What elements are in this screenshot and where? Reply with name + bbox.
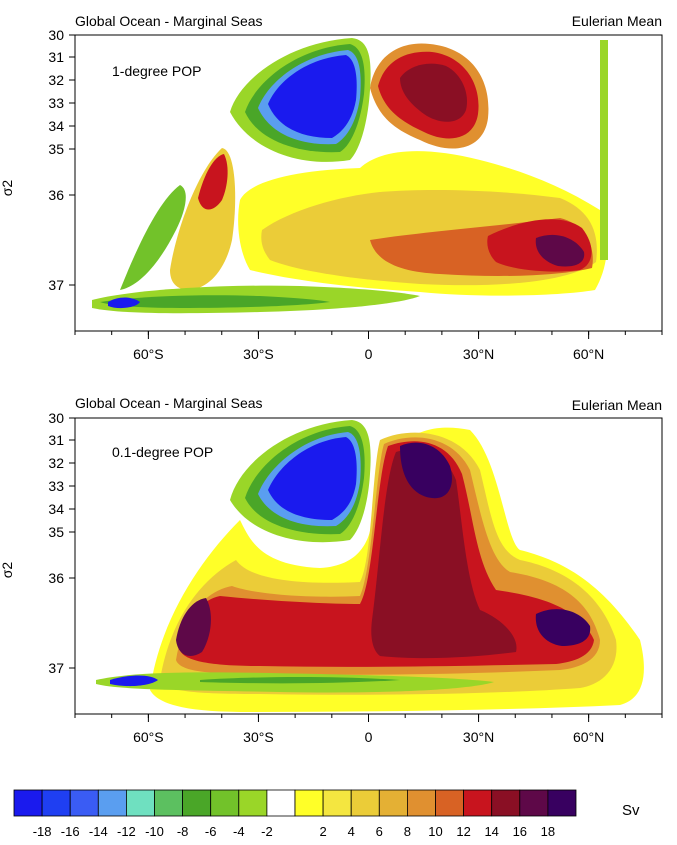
panel-1-ylabel: σ2	[0, 180, 15, 197]
colorbar-swatch	[97, 789, 127, 817]
panel-2-title-left: Global Ocean - Marginal Seas	[75, 395, 263, 411]
colorbar-label: -14	[89, 824, 108, 839]
y-tick-label: 37	[48, 660, 64, 676]
p2-neg-bottom-3	[200, 677, 400, 684]
colorbar-label: 4	[348, 824, 355, 839]
panel-2-ylabel: σ2	[0, 562, 15, 579]
x-tick-label: 60°N	[573, 346, 604, 362]
y-tick-label: 37	[48, 277, 64, 293]
colorbar-label: 14	[484, 824, 498, 839]
p1-neg-south-1	[120, 185, 186, 290]
x-tick-label: 60°S	[133, 346, 164, 362]
x-tick-label: 60°S	[133, 729, 164, 745]
colorbar-label: -18	[33, 824, 52, 839]
panel-1: Global Ocean - Marginal Seas Eulerian Me…	[0, 13, 663, 362]
colorbar-swatch	[182, 789, 212, 817]
colorbar-swatch	[519, 789, 549, 817]
y-tick-label: 36	[48, 187, 64, 203]
p2-pos-darkest-s	[176, 598, 211, 656]
y-tick-label: 36	[48, 570, 64, 586]
colorbar-swatch	[378, 789, 408, 817]
colorbar-swatch	[547, 789, 577, 817]
colorbar-swatch	[406, 789, 436, 817]
p1-north-strip	[600, 40, 608, 260]
colorbar-swatch	[350, 789, 380, 817]
y-tick-label: 32	[48, 455, 64, 471]
p2-pos-darkred	[371, 448, 517, 659]
p1-neg-bottom-3	[108, 297, 140, 309]
x-tick-label: 30°N	[463, 346, 494, 362]
colorbar-label: 12	[456, 824, 470, 839]
p1-neg-upper-4	[268, 55, 357, 138]
p2-neg-bottom-2	[110, 675, 158, 687]
p1-pos-north-3	[400, 63, 468, 122]
colorbar-label: 16	[513, 824, 527, 839]
colorbar-label: -12	[117, 824, 136, 839]
p2-pos-darkest-e	[535, 609, 591, 646]
p1-pos-south-2	[198, 154, 228, 210]
colorbar-swatch	[463, 789, 493, 817]
colorbar-label: 2	[319, 824, 326, 839]
panel-2: Global Ocean - Marginal Seas Eulerian Me…	[0, 395, 663, 745]
p1-neg-bottom-2	[100, 295, 330, 308]
colorbar-swatch	[435, 789, 465, 817]
colorbar-label: 6	[376, 824, 383, 839]
x-tick-label: 0	[365, 346, 373, 362]
colorbar-label: 10	[428, 824, 442, 839]
colorbar-label: -4	[233, 824, 245, 839]
colorbar-swatch	[69, 789, 99, 817]
panel-1-title-right: Eulerian Mean	[572, 13, 662, 29]
x-tick-label: 60°N	[573, 729, 604, 745]
colorbar-swatch	[13, 789, 43, 817]
x-tick-label: 30°N	[463, 729, 494, 745]
y-tick-label: 32	[48, 72, 64, 88]
y-tick-label: 33	[48, 95, 64, 111]
colorbar-label: -8	[177, 824, 189, 839]
y-tick-label: 30	[48, 27, 64, 43]
colorbar-label: -2	[261, 824, 273, 839]
colorbar-swatch	[238, 789, 268, 817]
colorbar-swatch	[126, 789, 155, 817]
colorbar-label: -6	[205, 824, 217, 839]
panel-1-x-axis: 60°S 30°S 0 30°N 60°N	[74, 331, 663, 362]
y-tick-label: 34	[48, 501, 64, 517]
panel-2-title-right: Eulerian Mean	[572, 397, 662, 413]
x-tick-label: 30°S	[243, 729, 274, 745]
colorbar-swatch	[266, 789, 296, 817]
colorbar-units: Sv	[622, 802, 640, 819]
y-tick-label: 30	[48, 410, 64, 426]
panel-2-label: 0.1-degree POP	[112, 444, 213, 460]
panel-1-y-axis: 30 31 32 33 34 35 36 37	[48, 27, 75, 293]
colorbar-label: 8	[404, 824, 411, 839]
x-tick-label: 0	[365, 729, 373, 745]
p2-neg-upper-4	[268, 437, 357, 520]
colorbar-swatch	[491, 789, 521, 817]
colorbar: -18 -16 -14 -12 -10 -8 -6 -4 -2 2 4 6 8 10 12 14 16 18	[13, 789, 577, 839]
panel-2-y-axis: 30 31 32 33 34 35 36 37	[48, 410, 75, 676]
p1-pos-dark	[535, 234, 585, 267]
panel-1-title-left: Global Ocean - Marginal Seas	[75, 13, 263, 29]
colorbar-swatch	[41, 789, 71, 817]
colorbar-swatch	[154, 789, 184, 817]
y-tick-label: 31	[48, 432, 64, 448]
x-tick-label: 30°S	[243, 346, 274, 362]
y-tick-label: 35	[48, 141, 64, 157]
panel-2-x-axis: 60°S 30°S 0 30°N 60°N	[74, 714, 663, 745]
y-tick-label: 33	[48, 478, 64, 494]
colorbar-label: -16	[61, 824, 80, 839]
colorbar-swatch	[322, 789, 352, 817]
panel-1-field	[92, 38, 608, 314]
colorbar-label: 18	[541, 824, 555, 839]
p2-pos-darkest-n	[400, 442, 452, 499]
panel-2-field	[96, 420, 644, 712]
y-tick-label: 34	[48, 118, 64, 134]
colorbar-label: -10	[145, 824, 164, 839]
y-tick-label: 35	[48, 524, 64, 540]
y-tick-label: 31	[48, 49, 64, 65]
colorbar-swatch	[210, 789, 240, 817]
panel-1-label: 1-degree POP	[112, 63, 202, 79]
colorbar-swatch	[294, 789, 324, 817]
